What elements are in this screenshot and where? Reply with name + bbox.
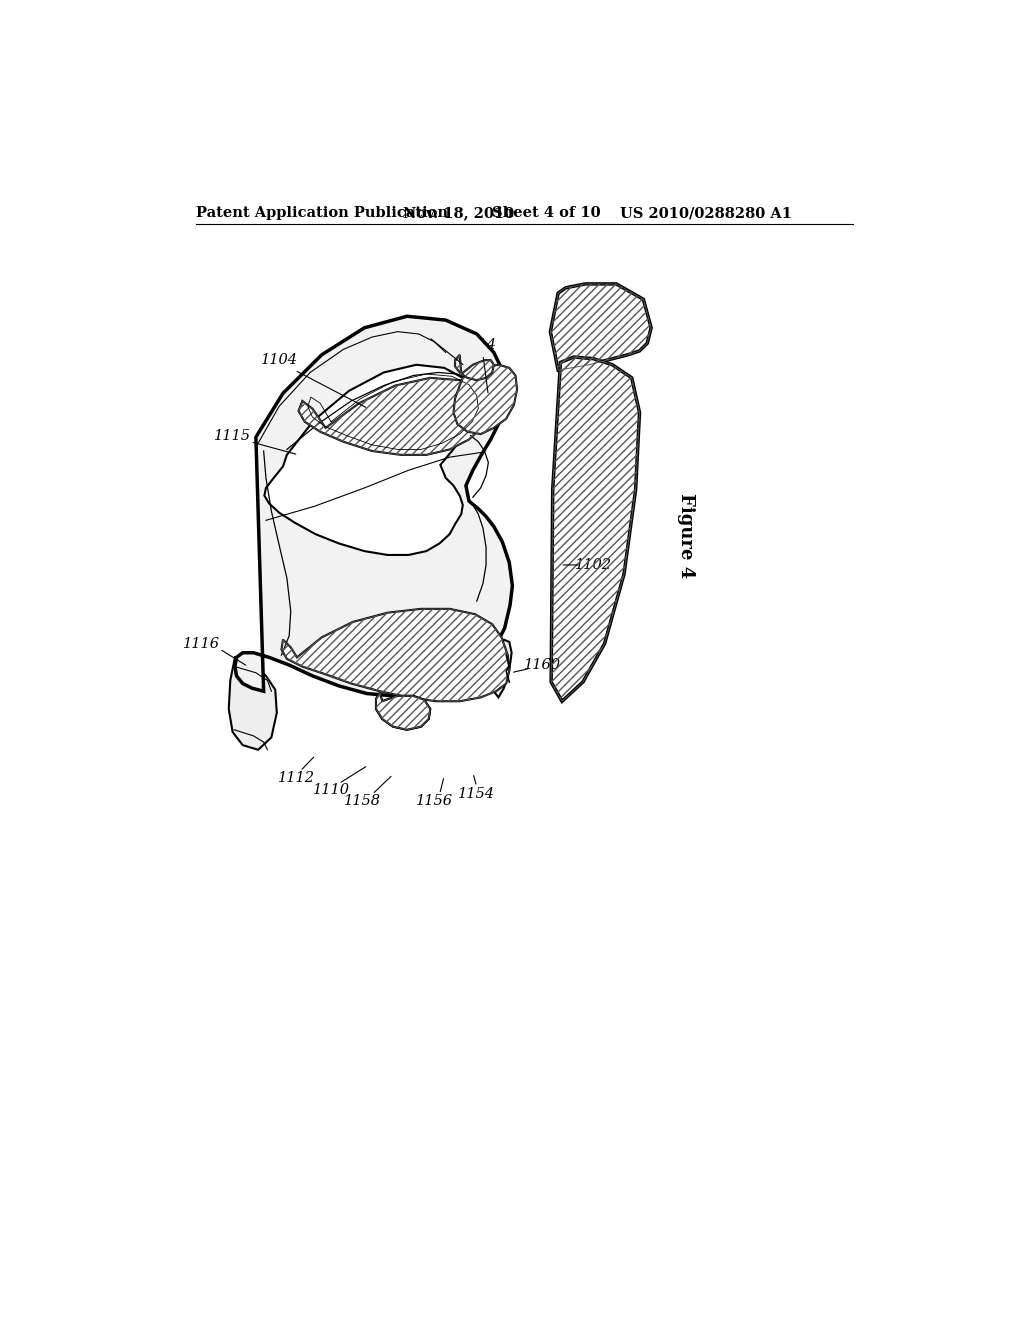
Text: 1156: 1156 (416, 795, 453, 808)
Polygon shape (282, 609, 509, 701)
Text: 1116: 1116 (183, 636, 220, 651)
Text: 1159: 1159 (400, 322, 437, 337)
Text: Patent Application Publication: Patent Application Publication (197, 206, 449, 220)
Polygon shape (234, 317, 512, 696)
Polygon shape (455, 355, 494, 380)
Polygon shape (551, 358, 640, 701)
Polygon shape (550, 284, 651, 370)
Text: 1160: 1160 (524, 659, 561, 672)
Text: 1158: 1158 (343, 795, 381, 808)
Text: 1102: 1102 (574, 558, 611, 572)
Text: Figure 4: Figure 4 (677, 494, 695, 578)
Text: 1112: 1112 (279, 771, 315, 785)
Polygon shape (376, 693, 430, 730)
Polygon shape (454, 364, 517, 434)
Polygon shape (264, 364, 475, 554)
Polygon shape (299, 378, 488, 455)
Text: Sheet 4 of 10: Sheet 4 of 10 (493, 206, 601, 220)
Text: 1110: 1110 (312, 783, 349, 797)
Text: US 2010/0288280 A1: US 2010/0288280 A1 (621, 206, 793, 220)
Text: 1154: 1154 (459, 787, 496, 801)
Polygon shape (228, 657, 276, 750)
Polygon shape (493, 640, 512, 697)
Text: 1104: 1104 (261, 354, 298, 367)
Text: Nov. 18, 2010: Nov. 18, 2010 (403, 206, 514, 220)
Text: 1115: 1115 (214, 429, 251, 442)
Text: 1114: 1114 (460, 338, 497, 351)
